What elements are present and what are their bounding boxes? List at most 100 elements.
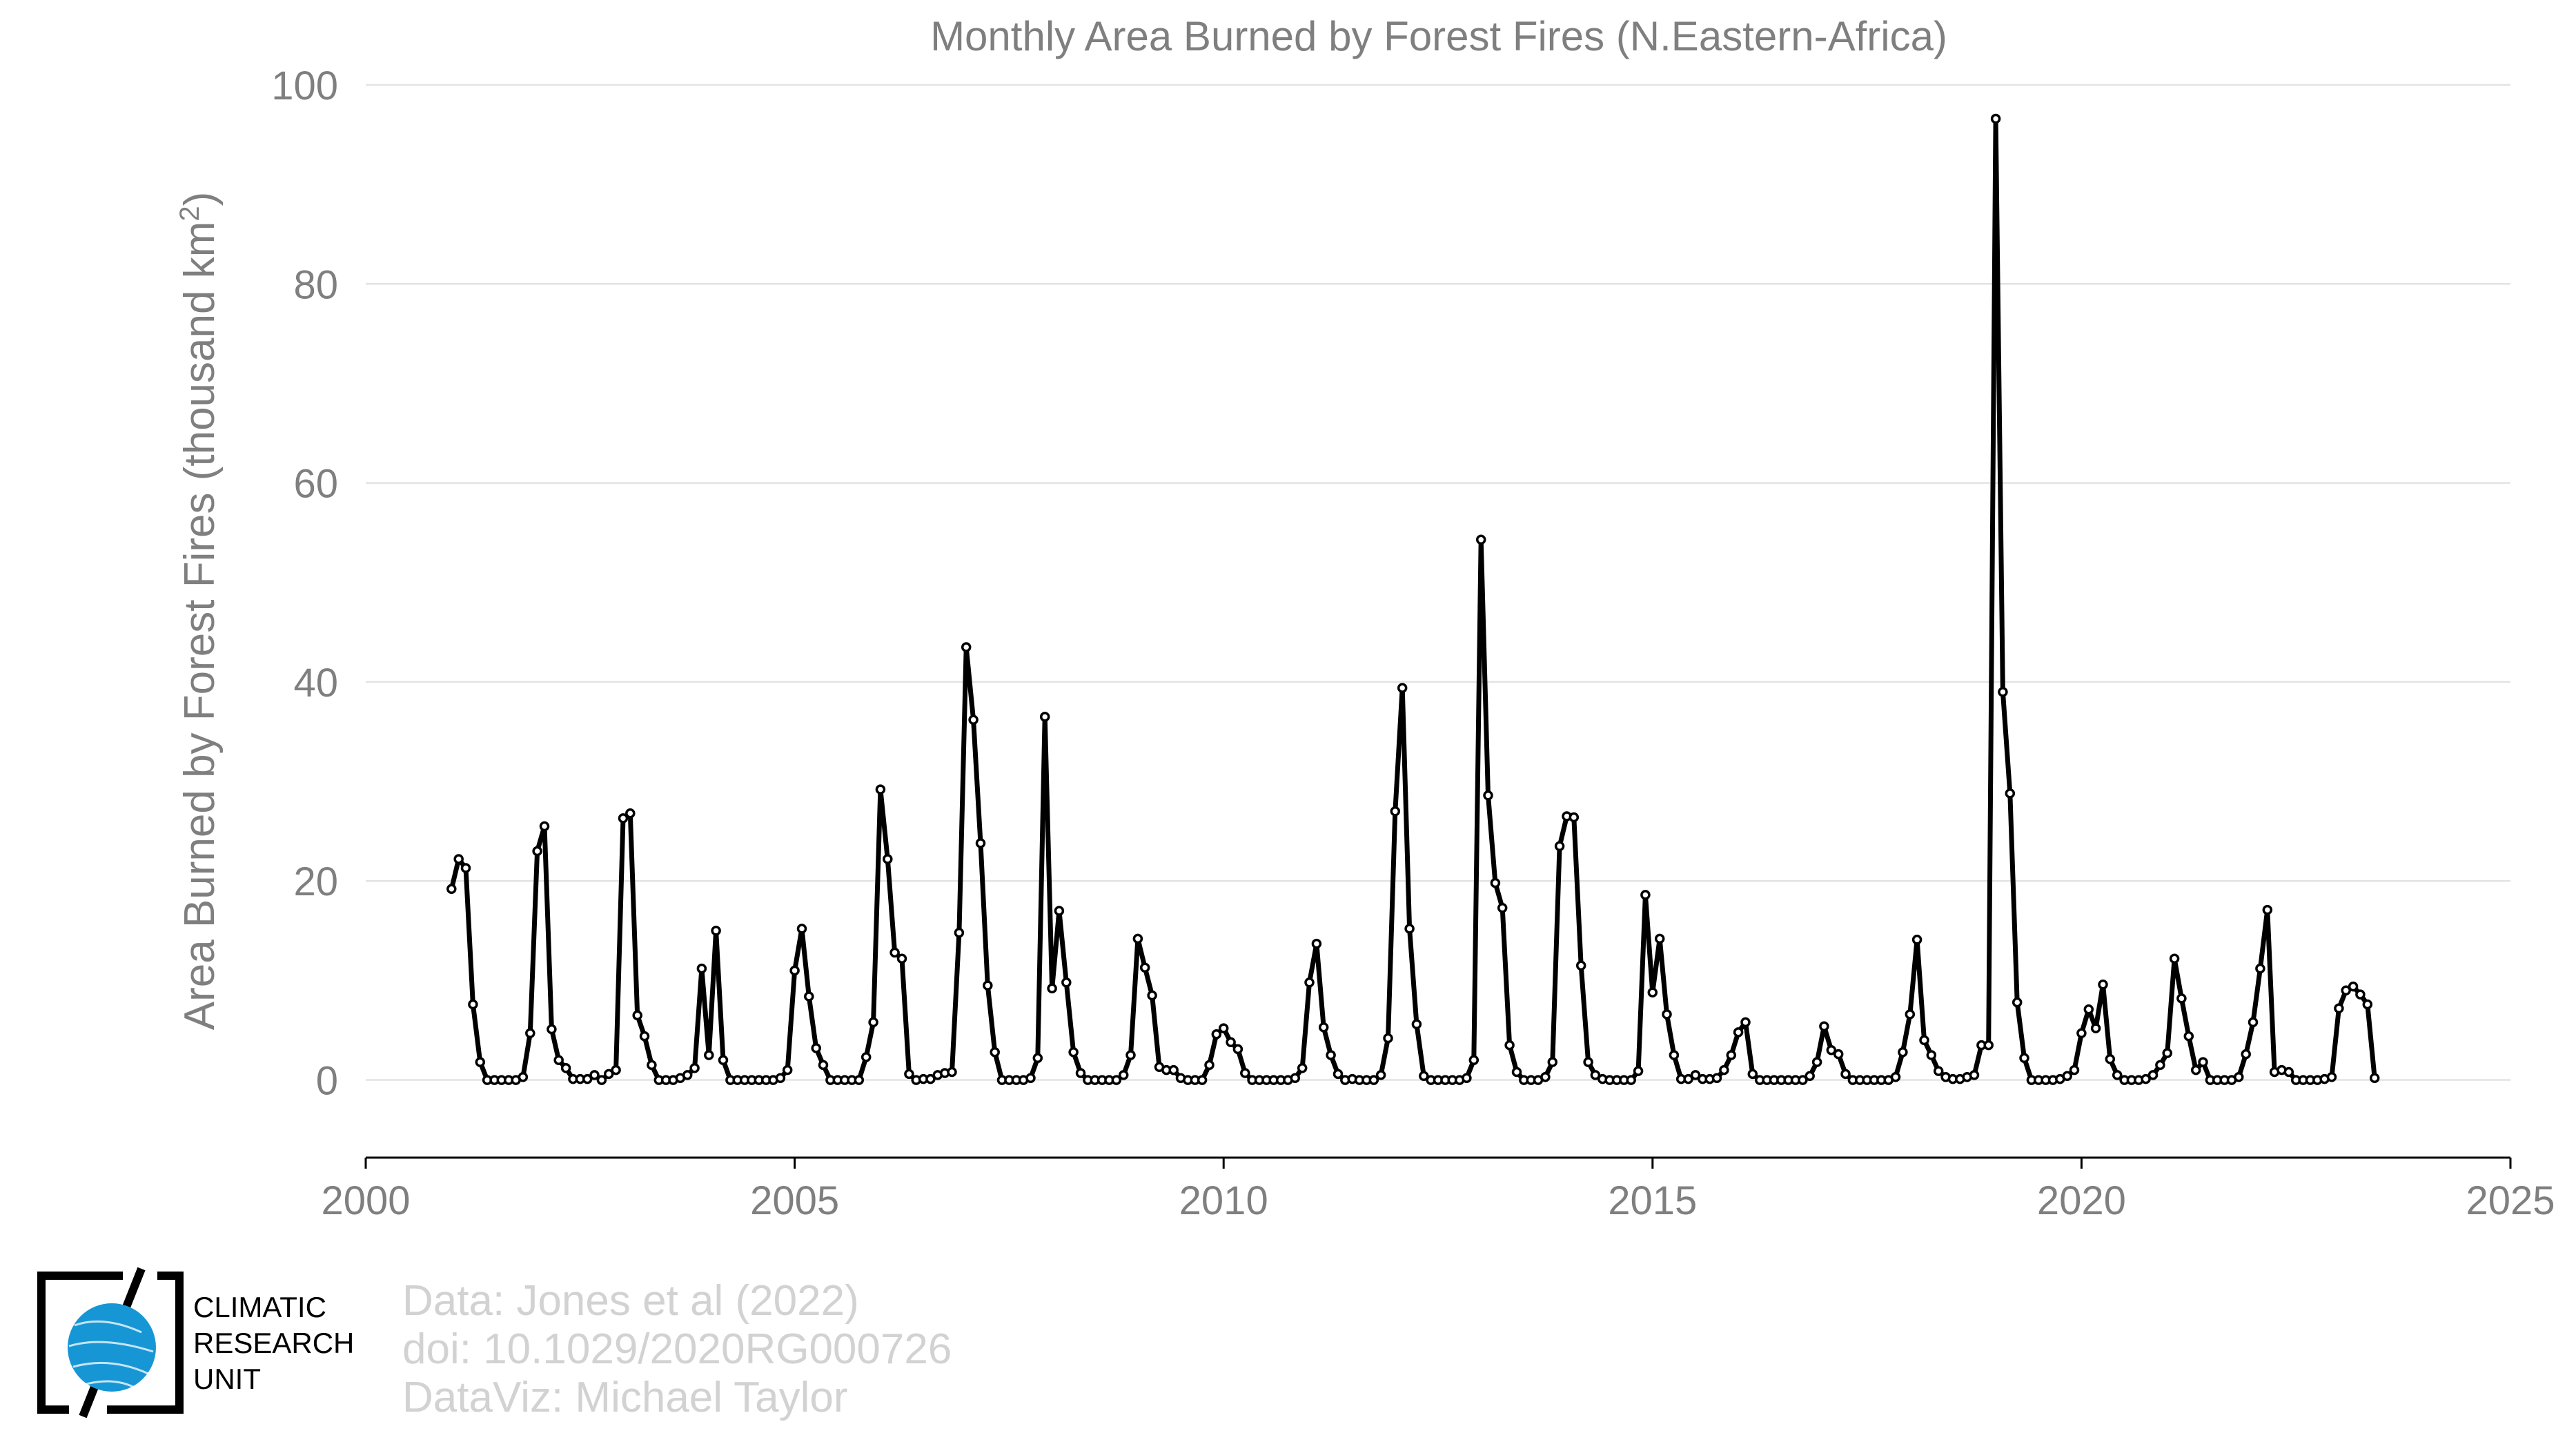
data-point-268 (2362, 999, 2373, 1010)
data-point-134 (1404, 924, 1415, 934)
data-point-110 (1232, 1044, 1243, 1055)
data-point-177 (1711, 1073, 1722, 1083)
data-point-147 (1497, 902, 1508, 913)
data-point-85 (1054, 906, 1065, 916)
data-point-124 (1333, 1069, 1344, 1080)
data-point-24 (618, 813, 629, 824)
data-point-254 (2262, 904, 2273, 915)
data-point-129 (1368, 1075, 1379, 1085)
data-point-179 (1726, 1050, 1737, 1060)
data-point-4 (475, 1057, 486, 1067)
data-point-263 (2326, 1071, 2337, 1082)
x-tick-label-2000: 2000 (321, 1178, 410, 1223)
data-point-203 (1898, 1046, 1908, 1058)
logo-text-line1: CLIMATIC (193, 1291, 326, 1323)
data-point-49 (796, 924, 807, 934)
data-point-243 (2183, 1031, 2194, 1042)
data-point-64 (904, 1069, 914, 1080)
data-point-250 (2234, 1071, 2244, 1082)
data-point-228 (2076, 1028, 2087, 1039)
data-point-61 (883, 854, 893, 864)
y-axis-label-close: ) (176, 192, 224, 206)
y-tick-label-60: 60 (293, 462, 338, 507)
data-point-57 (854, 1075, 865, 1085)
x-axis: 2000 2005 2010 2015 2020 2025 (321, 1156, 2555, 1223)
y-gridlines (366, 84, 2510, 1081)
data-point-26 (632, 1010, 642, 1021)
y-tick-labels: 0 20 40 60 80 100 (271, 64, 338, 1104)
data-point-242 (2176, 993, 2187, 1004)
data-point-22 (603, 1069, 614, 1080)
x-tick-label-2025: 2025 (2466, 1178, 2555, 1223)
data-point-245 (2198, 1057, 2208, 1067)
data-point-217 (1998, 687, 2008, 697)
data-point-174 (1690, 1070, 1701, 1080)
data-point-1 (453, 854, 464, 864)
data-point-0 (446, 884, 457, 895)
data-point-170 (1662, 1009, 1672, 1020)
data-point-28 (647, 1060, 657, 1071)
data-point-94 (1118, 1070, 1129, 1080)
data-point-72 (961, 642, 972, 652)
data-point-238 (2147, 1070, 2159, 1080)
data-point-123 (1326, 1050, 1336, 1060)
x-tick-label-2020: 2020 (2037, 1178, 2126, 1223)
data-point-219 (2012, 997, 2023, 1008)
data-point-84 (1047, 983, 1057, 994)
data-point-194 (1833, 1049, 1844, 1060)
data-point-266 (2348, 981, 2359, 992)
data-point-215 (1983, 1040, 1994, 1051)
data-point-195 (1840, 1069, 1851, 1080)
series-line-path (449, 116, 2377, 1083)
data-point-21 (596, 1075, 607, 1085)
data-point-269 (2369, 1073, 2380, 1083)
data-point-241 (2169, 953, 2180, 964)
chart-title: Monthly Area Burned by Forest Fires (N.E… (930, 13, 1947, 59)
data-point-173 (1683, 1073, 1693, 1084)
data-point-154 (1547, 1057, 1558, 1067)
data-point-251 (2241, 1049, 2251, 1060)
data-point-180 (1733, 1027, 1744, 1038)
data-point-143 (1468, 1055, 1479, 1065)
data-point-97 (1139, 962, 1150, 973)
credit-line-dataviz: DataViz: Michael Taylor (402, 1374, 848, 1421)
data-point-106 (1204, 1060, 1215, 1071)
data-point-146 (1490, 877, 1501, 888)
data-point-178 (1719, 1064, 1729, 1075)
data-point-171 (1669, 1050, 1680, 1060)
data-credits: Data: Jones et al (2022) doi: 10.1029/20… (402, 1277, 952, 1421)
data-point-244 (2190, 1064, 2201, 1075)
data-point-145 (1483, 790, 1493, 801)
data-point-51 (811, 1043, 821, 1053)
data-point-157 (1569, 812, 1580, 823)
data-point-218 (2005, 788, 2016, 799)
data-point-95 (1125, 1050, 1136, 1060)
y-tick-label-100: 100 (271, 64, 338, 108)
data-point-2 (460, 863, 471, 873)
credit-line-data: Data: Jones et al (2022) (402, 1277, 859, 1325)
y-axis-label: Area Burned by Forest Fires (thousand km… (175, 192, 224, 1031)
data-point-10 (518, 1071, 529, 1082)
data-point-182 (1747, 1069, 1758, 1080)
x-tick-label-2005: 2005 (750, 1178, 839, 1223)
data-point-169 (1654, 933, 1665, 944)
data-point-96 (1132, 933, 1143, 944)
data-point-202 (1890, 1071, 1901, 1082)
logo-bracket-right (107, 1272, 184, 1414)
x-tick-label-2010: 2010 (1179, 1178, 1268, 1223)
data-point-230 (2090, 1023, 2101, 1033)
data-point-50 (804, 991, 814, 1002)
y-axis-label-main: Area Burned by Forest Fires (thousand km (176, 222, 224, 1031)
data-point-168 (1647, 987, 1658, 997)
credit-line-doi: doi: 10.1029/2020RG000726 (402, 1325, 952, 1373)
data-point-155 (1554, 841, 1565, 852)
data-point-216 (1990, 113, 2001, 124)
data-point-3 (468, 999, 478, 1010)
data-point-23 (611, 1064, 621, 1075)
y-tick-label-20: 20 (293, 859, 338, 904)
data-point-191 (1811, 1057, 1822, 1067)
data-point-108 (1218, 1023, 1229, 1033)
data-point-52 (818, 1060, 829, 1071)
data-point-142 (1462, 1073, 1472, 1083)
